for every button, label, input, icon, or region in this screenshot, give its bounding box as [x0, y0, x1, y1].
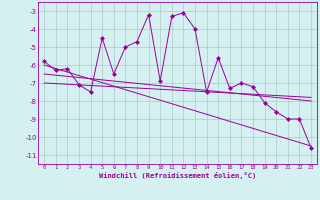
X-axis label: Windchill (Refroidissement éolien,°C): Windchill (Refroidissement éolien,°C): [99, 172, 256, 179]
